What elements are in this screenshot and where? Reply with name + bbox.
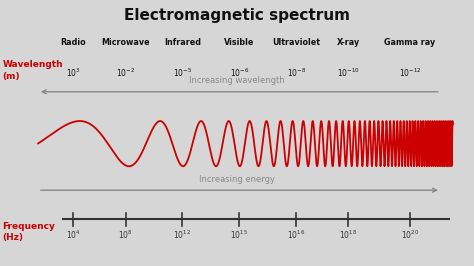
Text: Radio: Radio (61, 38, 86, 47)
Text: $10^{20}$: $10^{20}$ (401, 229, 419, 241)
Text: Visible: Visible (224, 38, 255, 47)
Text: Wavelength
(m): Wavelength (m) (2, 60, 63, 81)
Text: Microwave: Microwave (101, 38, 150, 47)
Text: $10^{12}$: $10^{12}$ (173, 229, 191, 241)
Text: $10^{-12}$: $10^{-12}$ (399, 66, 421, 79)
Text: X-ray: X-ray (337, 38, 360, 47)
Text: $10^{-6}$: $10^{-6}$ (230, 66, 249, 79)
Text: $10^{18}$: $10^{18}$ (339, 229, 357, 241)
Text: $10^{16}$: $10^{16}$ (287, 229, 305, 241)
Text: $10^{15}$: $10^{15}$ (230, 229, 248, 241)
Text: $10^{-8}$: $10^{-8}$ (287, 66, 306, 79)
Text: Frequency
(Hz): Frequency (Hz) (2, 222, 55, 242)
Text: Increasing wavelength: Increasing wavelength (189, 76, 285, 85)
Text: $10^{4}$: $10^{4}$ (66, 229, 81, 241)
Text: Infrared: Infrared (164, 38, 201, 47)
Text: $10^{8}$: $10^{8}$ (118, 229, 133, 241)
Text: $10^{-10}$: $10^{-10}$ (337, 66, 360, 79)
Text: $10^{3}$: $10^{3}$ (66, 66, 81, 79)
Text: Electromagnetic spectrum: Electromagnetic spectrum (124, 8, 350, 23)
Text: $10^{-2}$: $10^{-2}$ (116, 66, 135, 79)
Text: $10^{-5}$: $10^{-5}$ (173, 66, 192, 79)
Text: Ultraviolet: Ultraviolet (272, 38, 320, 47)
Text: Increasing energy: Increasing energy (199, 174, 275, 184)
Text: Gamma ray: Gamma ray (384, 38, 436, 47)
